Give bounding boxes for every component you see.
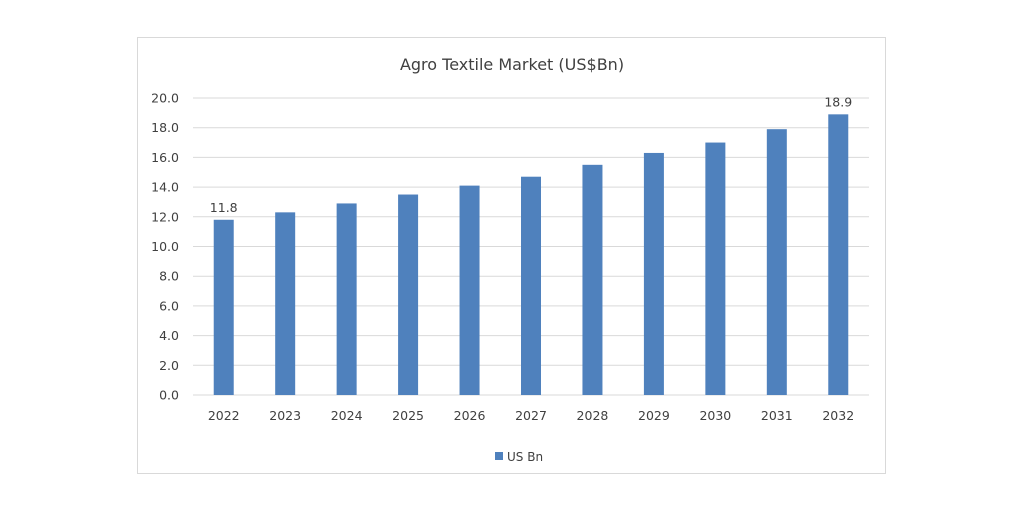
x-tick-label: 2030	[699, 408, 731, 423]
bar	[275, 212, 296, 395]
x-tick-label: 2024	[331, 408, 363, 423]
y-tick-label: 20.0	[151, 91, 179, 106]
y-axis-ticks: 0.0 2.0 4.0 6.0 8.0 10.0 12.0 14.0 16.0 18.0 20.0	[151, 91, 179, 403]
y-tick-label: 18.0	[151, 120, 179, 135]
bar	[828, 114, 849, 396]
x-tick-label: 2023	[269, 408, 301, 423]
x-tick-label: 2029	[638, 408, 670, 423]
bar	[582, 164, 603, 395]
data-labels: 11.8 18.9	[210, 94, 852, 214]
bar	[705, 142, 726, 395]
x-tick-label: 2025	[392, 408, 424, 423]
data-label: 11.8	[210, 200, 238, 215]
bar	[459, 185, 480, 395]
chart-frame: Agro Textile Market (US$Bn) 0.0 2.0 4.0 6.0…	[137, 37, 886, 474]
x-axis-ticks: 2022 2023 2024 2025 2026 2027 2028 2029 2030 2031…	[208, 408, 854, 423]
bar	[213, 219, 234, 395]
x-tick-label: 2031	[761, 408, 793, 423]
y-tick-label: 6.0	[159, 298, 179, 313]
data-label: 18.9	[824, 94, 852, 109]
y-tick-label: 8.0	[159, 269, 179, 284]
bar-chart: Agro Textile Market (US$Bn) 0.0 2.0 4.0 6.0…	[151, 55, 869, 464]
y-tick-label: 4.0	[159, 328, 179, 343]
x-tick-label: 2026	[454, 408, 486, 423]
y-tick-label: 10.0	[151, 239, 179, 254]
x-tick-label: 2032	[822, 408, 854, 423]
y-tick-label: 12.0	[151, 209, 179, 224]
legend: US Bn	[495, 450, 543, 464]
bar	[766, 129, 787, 395]
y-tick-label: 2.0	[159, 358, 179, 373]
bar	[398, 194, 419, 395]
legend-label: US Bn	[507, 450, 543, 464]
bar	[643, 152, 664, 395]
bar	[336, 203, 357, 395]
chart-title: Agro Textile Market (US$Bn)	[400, 55, 624, 74]
x-tick-label: 2028	[577, 408, 609, 423]
bars	[213, 114, 849, 396]
legend-swatch	[495, 452, 503, 460]
y-tick-label: 14.0	[151, 180, 179, 195]
x-tick-label: 2027	[515, 408, 547, 423]
y-tick-label: 16.0	[151, 150, 179, 165]
y-tick-label: 0.0	[159, 388, 179, 403]
x-tick-label: 2022	[208, 408, 240, 423]
bar	[521, 176, 541, 395]
